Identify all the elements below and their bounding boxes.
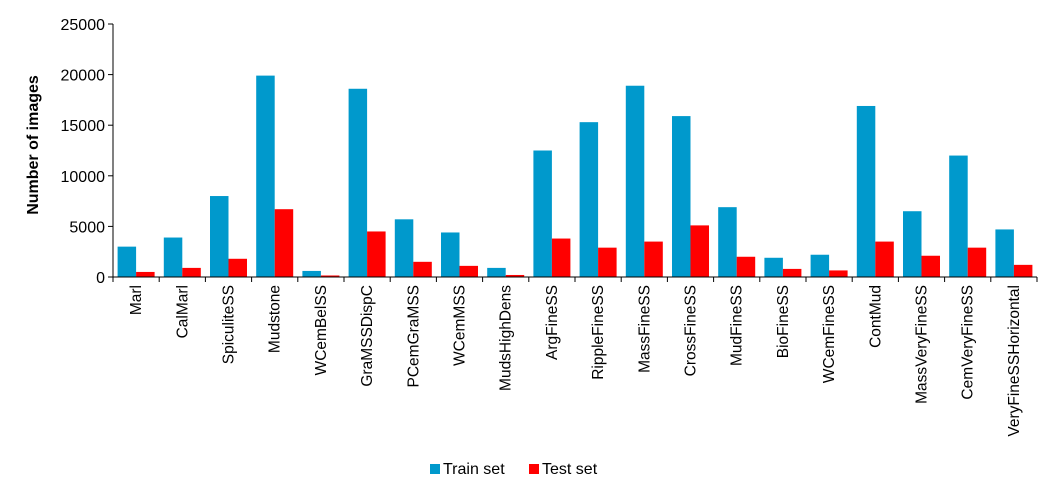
x-tick-label-SpiculiteSS: SpiculiteSS bbox=[221, 285, 238, 364]
bar-test-WCemBelSS bbox=[320, 275, 340, 277]
x-tick-label-PCemGraMSS: PCemGraMSS bbox=[405, 285, 422, 388]
bar-train-CrossFineSS bbox=[672, 116, 691, 277]
bar-train-VeryFineSSHorizontal bbox=[995, 229, 1014, 277]
bar-test-WCemMSS bbox=[459, 265, 478, 277]
bar-test-GraMSSDispC bbox=[367, 231, 386, 277]
bar-train-Marl bbox=[117, 246, 137, 277]
bar-test-VeryFineSSHorizontal bbox=[1013, 264, 1033, 277]
bar-test-CemVeryFineSS bbox=[967, 247, 987, 277]
x-tick-label-MudFineSS: MudFineSS bbox=[729, 285, 746, 366]
legend-swatch-0 bbox=[430, 464, 440, 474]
bar-train-SpiculiteSS bbox=[210, 196, 229, 277]
bar-train-Mudstone bbox=[256, 75, 275, 277]
bar-train-MudFineSS bbox=[718, 207, 737, 277]
x-tick-label-WCemMSS: WCemMSS bbox=[452, 285, 469, 366]
bar-train-CemVeryFineSS bbox=[949, 155, 968, 277]
y-tick-label-2: 10000 bbox=[61, 169, 106, 186]
bar-train-BioFineSS bbox=[764, 257, 783, 277]
x-tick-label-CrossFineSS: CrossFineSS bbox=[683, 285, 700, 376]
x-tick-label-Marl: Marl bbox=[128, 285, 145, 315]
x-tick-label-MassVeryFineSS: MassVeryFineSS bbox=[914, 285, 931, 404]
bar-train-WCemBelSS bbox=[302, 270, 321, 277]
bar-train-GraMSSDispC bbox=[348, 88, 368, 277]
x-tick-label-MassFineSS: MassFineSS bbox=[636, 285, 653, 373]
bar-train-CalMarl bbox=[163, 237, 183, 277]
bar-train-ContMud bbox=[856, 105, 876, 277]
legend-swatch-1 bbox=[529, 464, 539, 474]
x-tick-label-CalMarl: CalMarl bbox=[174, 285, 191, 338]
y-axis-ticks: 0 5000 10000 15000 20000 25000 bbox=[61, 17, 113, 287]
bar-train-WCemFineSS bbox=[810, 254, 830, 277]
bar-test-MudFineSS bbox=[736, 256, 756, 277]
bar-test-MassFineSS bbox=[644, 241, 663, 277]
y-tick-label-5: 25000 bbox=[61, 17, 106, 34]
bar-train-ArgFineSS bbox=[533, 150, 552, 277]
y-tick-label-1: 5000 bbox=[69, 219, 105, 236]
bar-test-ArgFineSS bbox=[551, 238, 571, 277]
legend-label-0: Train set bbox=[443, 461, 505, 478]
x-tick-label-Mudstone: Mudstone bbox=[267, 285, 284, 353]
x-tick-label-MudsHighDens: MudsHighDens bbox=[498, 285, 515, 391]
bar-train-WCemMSS bbox=[441, 232, 460, 277]
bar-test-BioFineSS bbox=[782, 268, 802, 277]
bar-test-MudsHighDens bbox=[505, 274, 525, 277]
y-tick-label-0: 0 bbox=[96, 270, 105, 287]
x-tick-label-GraMSSDispC: GraMSSDispC bbox=[359, 285, 376, 387]
bar-test-SpiculiteSS bbox=[228, 258, 247, 277]
bar-test-WCemFineSS bbox=[829, 270, 848, 277]
x-axis-labels: Marl CalMarl SpiculiteSS Mudstone WCemBelSS G… bbox=[112, 277, 1038, 437]
bar-train-MassFineSS bbox=[625, 85, 645, 278]
bar-test-PCemGraMSS bbox=[413, 261, 432, 277]
bar-train-MudsHighDens bbox=[487, 267, 506, 277]
bar-train-PCemGraMSS bbox=[394, 219, 414, 277]
x-tick-label-BioFineSS: BioFineSS bbox=[775, 285, 792, 358]
x-tick-label-ContMud: ContMud bbox=[867, 285, 884, 348]
y-tick-label-3: 15000 bbox=[61, 118, 106, 135]
bar-test-Mudstone bbox=[274, 209, 294, 277]
x-tick-label-WCemBelSS: WCemBelSS bbox=[313, 285, 330, 375]
y-axis-label: Number of images bbox=[25, 75, 42, 215]
bar-test-RippleFineSS bbox=[598, 247, 617, 277]
bar-train-RippleFineSS bbox=[579, 122, 599, 277]
bar-test-MassVeryFineSS bbox=[921, 255, 940, 277]
bar-train-MassVeryFineSS bbox=[903, 211, 922, 277]
x-tick-label-CemVeryFineSS: CemVeryFineSS bbox=[960, 285, 977, 400]
legend-label-1: Test set bbox=[542, 461, 598, 478]
bar-test-ContMud bbox=[875, 241, 894, 277]
x-tick-label-WCemFineSS: WCemFineSS bbox=[821, 285, 838, 383]
bar-test-CrossFineSS bbox=[690, 225, 709, 277]
y-tick-label-4: 20000 bbox=[61, 68, 106, 85]
x-tick-label-VeryFineSSHorizontal: VeryFineSSHorizontal bbox=[1006, 285, 1023, 437]
x-tick-label-ArgFineSS: ArgFineSS bbox=[544, 285, 561, 360]
legend: Train set Test set bbox=[430, 461, 598, 478]
x-tick-label-RippleFineSS: RippleFineSS bbox=[590, 285, 607, 380]
bar-test-Marl bbox=[136, 271, 155, 277]
bars bbox=[117, 75, 1033, 278]
bar-test-CalMarl bbox=[182, 267, 201, 277]
